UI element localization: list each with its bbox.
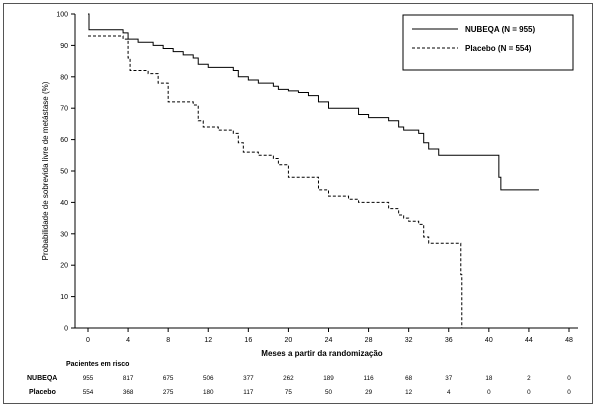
- y-tick-label: 0: [64, 326, 68, 333]
- risk-cell: 75: [285, 389, 293, 396]
- risk-cell: 0: [487, 389, 491, 396]
- risk-cell: 377: [243, 375, 254, 382]
- y-tick-label: 100: [56, 12, 68, 19]
- y-tick-label: 80: [60, 74, 68, 81]
- risk-cell: 12: [405, 389, 413, 396]
- y-tick-label: 90: [60, 43, 68, 50]
- legend-label-placebo: Placebo (N = 554): [465, 44, 532, 53]
- y-tick-label: 20: [60, 263, 68, 270]
- x-tick-label: 32: [405, 337, 413, 344]
- figure-frame: [3, 3, 593, 404]
- risk-cell: 189: [323, 375, 334, 382]
- x-tick-label: 28: [365, 337, 373, 344]
- risk-row-label-placebo: Placebo: [29, 389, 56, 396]
- x-ticks: 0 4 8 12 16 20 24 28 32 36 40 44 48: [86, 328, 573, 344]
- x-tick-label: 20: [285, 337, 293, 344]
- y-tick-label: 70: [60, 106, 68, 113]
- risk-cell: 29: [365, 389, 373, 396]
- survival-curves: [88, 13, 539, 328]
- legend-label-nubeqa: NUBEQA (N = 955): [465, 25, 536, 34]
- y-tick-label: 10: [60, 294, 68, 301]
- legend: NUBEQA (N = 955) Placebo (N = 554): [402, 14, 574, 71]
- x-tick-label: 40: [485, 337, 493, 344]
- risk-cell: 180: [203, 389, 214, 396]
- risk-cell: 368: [123, 389, 134, 396]
- risk-cell: 0: [527, 389, 531, 396]
- x-tick-label: 36: [445, 337, 453, 344]
- nubeqa-curve: [88, 13, 539, 191]
- x-tick-label: 48: [565, 337, 573, 344]
- x-tick-label: 4: [126, 337, 130, 344]
- risk-cell: 2: [527, 375, 531, 382]
- risk-cell: 117: [243, 389, 254, 396]
- risk-cell: 68: [405, 375, 413, 382]
- risk-cell: 275: [163, 389, 174, 396]
- risk-cell: 116: [364, 375, 375, 382]
- risk-cell: 37: [445, 375, 453, 382]
- risk-cell: 817: [123, 375, 134, 382]
- risk-cell: 955: [83, 375, 94, 382]
- y-tick-label: 50: [60, 169, 68, 176]
- x-axis-label: Meses a partir da randomização: [261, 349, 382, 358]
- risk-cell: 4: [447, 389, 451, 396]
- risk-cell: 0: [567, 375, 571, 382]
- x-tick-label: 12: [204, 337, 212, 344]
- risk-table-cells: 955 817 675 506 377 262 189 116 68 37 18 2 0 554 368 27…: [83, 375, 572, 396]
- x-tick-label: 8: [166, 337, 170, 344]
- legend-box: [402, 14, 574, 71]
- risk-cell: 0: [567, 389, 571, 396]
- x-tick-label: 16: [244, 337, 252, 344]
- risk-cell: 506: [203, 375, 214, 382]
- y-tick-label: 30: [60, 231, 68, 238]
- risk-table-title: Pacientes em risco: [66, 361, 129, 368]
- y-tick-label: 60: [60, 137, 68, 144]
- risk-cell: 675: [163, 375, 174, 382]
- y-axis-label: Probabilidade de sobrevida livre de metá…: [41, 81, 50, 260]
- x-tick-label: 0: [86, 337, 90, 344]
- x-tick-label: 24: [325, 337, 333, 344]
- risk-cell: 18: [485, 375, 493, 382]
- x-tick-label: 44: [525, 337, 533, 344]
- y-ticks: 0 10 20 30 40 50 60 70 80 90 100: [56, 12, 75, 333]
- placebo-curve: [88, 35, 463, 328]
- risk-cell: 50: [325, 389, 333, 396]
- risk-cell: 554: [83, 389, 94, 396]
- risk-cell: 262: [283, 375, 294, 382]
- y-tick-label: 40: [60, 200, 68, 207]
- risk-row-label-nubeqa: NUBEQA: [27, 375, 57, 382]
